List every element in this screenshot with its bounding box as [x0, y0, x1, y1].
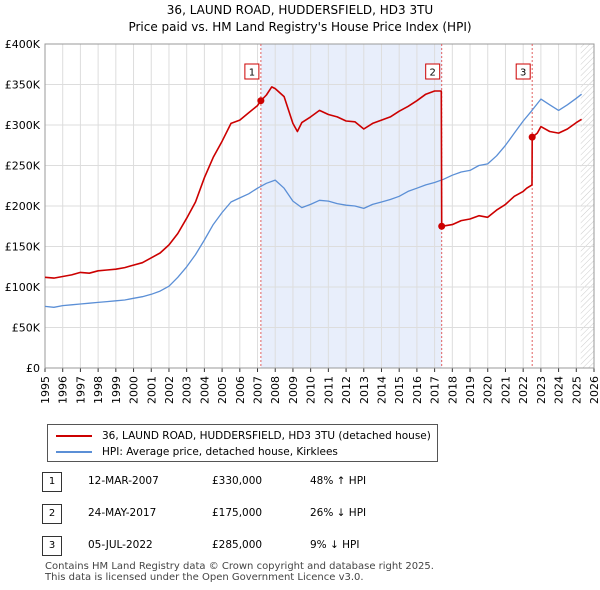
- x-tick-label: 2017: [429, 376, 442, 404]
- sale-hpi-diff: 9% ↓ HPI: [310, 539, 360, 551]
- y-tick-label: £100K: [5, 281, 41, 294]
- y-tick-label: £300K: [5, 119, 41, 132]
- sale-price: £285,000: [212, 539, 263, 551]
- y-tick-label: £350K: [5, 79, 41, 92]
- x-tick-label: 1995: [39, 376, 52, 404]
- x-tick-label: 2002: [163, 376, 176, 404]
- sale-price: £175,000: [212, 507, 263, 519]
- y-tick-label: £200K: [5, 200, 41, 213]
- x-tick-label: 1997: [74, 376, 87, 404]
- x-tick-label: 2005: [216, 376, 229, 404]
- x-tick-label: 2020: [482, 376, 495, 404]
- y-tick-label: £50K: [12, 322, 41, 335]
- x-tick-label: 1999: [110, 376, 123, 404]
- x-tick-label: 2025: [570, 376, 583, 404]
- x-tick-label: 2010: [305, 376, 318, 404]
- legend-swatch-hpi: [56, 451, 92, 453]
- sale-hpi-diff: 26% ↓ HPI: [310, 507, 367, 519]
- sale-date: 05-JUL-2022: [88, 539, 153, 551]
- sale-point: [438, 222, 446, 230]
- footer-attribution: Contains HM Land Registry data © Crown c…: [45, 561, 434, 583]
- table-row: 3 05-JUL-2022 £285,000 9% ↓ HPI: [42, 536, 402, 556]
- sale-hpi-diff: 48% ↑ HPI: [310, 475, 367, 487]
- legend-label-property: 36, LAUND ROAD, HUDDERSFIELD, HD3 3TU (d…: [102, 430, 431, 442]
- table-row: 2 24-MAY-2017 £175,000 26% ↓ HPI: [42, 504, 402, 524]
- x-tick-label: 2001: [145, 376, 158, 404]
- sale-date: 24-MAY-2017: [88, 507, 157, 519]
- x-tick-label: 1998: [92, 376, 105, 404]
- sale-date: 12-MAR-2007: [88, 475, 159, 487]
- x-tick-label: 2022: [517, 376, 530, 404]
- price-chart: £0 £50K £100K £150K £200K £250K £300K £350K £400…: [5, 38, 600, 404]
- sale-label: 2: [430, 68, 436, 79]
- property-price-line: [44, 86, 583, 279]
- sale-label-box: [515, 63, 531, 80]
- chart-title-block: 36, LAUND ROAD, HUDDERSFIELD, HD3 3TU Pr…: [0, 2, 600, 36]
- sale-label: 1: [249, 68, 255, 79]
- table-row: 1 12-MAR-2007 £330,000 48% ↑ HPI: [42, 472, 402, 492]
- chart-title: 36, LAUND ROAD, HUDDERSFIELD, HD3 3TU: [166, 3, 434, 17]
- sale-point: [257, 97, 265, 105]
- sale-price: £330,000: [212, 475, 263, 487]
- chart-legend: 36, LAUND ROAD, HUDDERSFIELD, HD3 3TU (d…: [47, 424, 438, 462]
- x-tick-label: 2015: [393, 376, 406, 404]
- sale-label: 3: [520, 68, 526, 79]
- sale-label-box: [425, 63, 441, 80]
- x-tick-label: 1996: [57, 376, 70, 404]
- x-tick-label: 2006: [234, 376, 247, 404]
- x-tick-label: 2023: [535, 376, 548, 404]
- chart-subtitle: Price paid vs. HM Land Registry's House …: [128, 20, 472, 34]
- legend-item-property: 36, LAUND ROAD, HUDDERSFIELD, HD3 3TU (d…: [56, 429, 431, 443]
- x-tick-label: 2024: [553, 376, 566, 404]
- sale-number-badge: 3: [42, 536, 62, 556]
- x-tick-label: 2007: [252, 376, 265, 404]
- sale-number-badge: 2: [42, 504, 62, 524]
- sale-number-badge: 1: [42, 472, 62, 492]
- x-tick-label: 2009: [287, 376, 300, 404]
- y-tick-label: £0: [26, 362, 40, 375]
- x-tick-label: 2019: [464, 376, 477, 404]
- footer-line-2: This data is licensed under the Open Gov…: [45, 572, 364, 583]
- x-tick-label: 2000: [128, 376, 141, 404]
- legend-swatch-property: [56, 435, 92, 437]
- x-tick-label: 2008: [269, 376, 282, 404]
- sale-label-box: [244, 63, 260, 80]
- x-tick-label: 2018: [446, 376, 459, 404]
- x-tick-label: 2012: [340, 376, 353, 404]
- hpi-line: [44, 93, 582, 308]
- y-tick-label: £250K: [5, 160, 41, 173]
- y-tick-label: £150K: [5, 241, 41, 254]
- x-tick-label: 2021: [499, 376, 512, 404]
- y-tick-label: £400K: [5, 38, 41, 51]
- x-tick-label: 2016: [411, 376, 424, 404]
- x-tick-label: 2026: [588, 376, 600, 404]
- footer-line-1: Contains HM Land Registry data © Crown c…: [45, 561, 434, 572]
- legend-item-hpi: HPI: Average price, detached house, Kirk…: [56, 445, 338, 459]
- plot-frame: [44, 43, 595, 369]
- legend-label-hpi: HPI: Average price, detached house, Kirk…: [102, 446, 338, 458]
- x-tick-label: 2014: [375, 376, 388, 404]
- x-tick-label: 2011: [322, 376, 335, 404]
- x-tick-label: 2003: [181, 376, 194, 404]
- sale-point: [528, 133, 536, 141]
- x-tick-label: 2004: [198, 376, 211, 404]
- x-tick-label: 2013: [358, 376, 371, 404]
